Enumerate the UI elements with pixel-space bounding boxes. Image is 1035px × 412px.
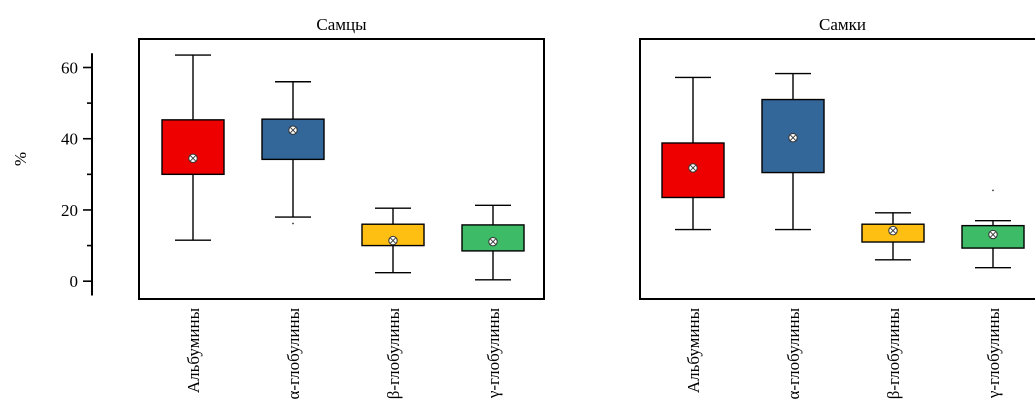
- x-tick-label: α-глобулины: [784, 307, 803, 399]
- outlier-point: [292, 222, 294, 225]
- panel-2: Самки Альбумины α-глобулины β-глобулины γ-гл…: [639, 15, 1035, 400]
- mean-marker-cross: [790, 134, 796, 141]
- box-4: γ-глобулины: [961, 189, 1025, 399]
- x-tick-label: α-глобулины: [284, 307, 303, 399]
- plot-frame: [138, 38, 545, 300]
- box-2: α-глобулины: [761, 72, 825, 400]
- box-iqr: [161, 119, 225, 176]
- y-axis-label: %: [11, 152, 30, 166]
- mean-marker-cross: [990, 231, 996, 238]
- mean-marker-cross: [190, 155, 196, 162]
- mean-marker-cross: [390, 237, 396, 244]
- box-iqr: [261, 118, 325, 161]
- box-3: β-глобулины: [361, 207, 425, 399]
- box-4: γ-глобулины: [461, 204, 525, 399]
- panel-1: Самцы 0 20 40 60% Альбумины α-глобулины β-глобу…: [11, 15, 545, 400]
- y-tick-label: 0: [70, 272, 79, 291]
- panel-title: Самцы: [316, 15, 367, 34]
- mean-marker-cross: [290, 127, 296, 134]
- y-tick-label: 40: [61, 130, 78, 149]
- y-tick-label: 60: [61, 58, 78, 77]
- x-tick-label: β-глобулины: [884, 307, 903, 399]
- x-tick-label: Альбумины: [184, 307, 203, 393]
- outlier-point: [992, 189, 994, 192]
- mean-marker-cross: [890, 227, 896, 234]
- panel-title: Самки: [819, 15, 866, 34]
- plot-frame: [639, 38, 1035, 300]
- x-tick-label: γ-глобулины: [484, 307, 503, 399]
- x-tick-label: β-глобулины: [384, 307, 403, 399]
- panels: Самцы 0 20 40 60% Альбумины α-глобулины β-глобу…: [11, 15, 1035, 400]
- box-2: α-глобулины: [261, 81, 325, 400]
- mean-marker-cross: [490, 238, 496, 245]
- box-1: Альбумины: [661, 76, 725, 393]
- box-iqr: [361, 223, 425, 247]
- y-tick-label: 20: [61, 201, 78, 220]
- x-tick-label: γ-глобулины: [984, 307, 1003, 399]
- mean-marker-cross: [690, 165, 696, 171]
- x-tick-label: Альбумины: [684, 307, 703, 393]
- box-3: β-глобулины: [861, 212, 925, 399]
- box-1: Альбумины: [161, 54, 225, 393]
